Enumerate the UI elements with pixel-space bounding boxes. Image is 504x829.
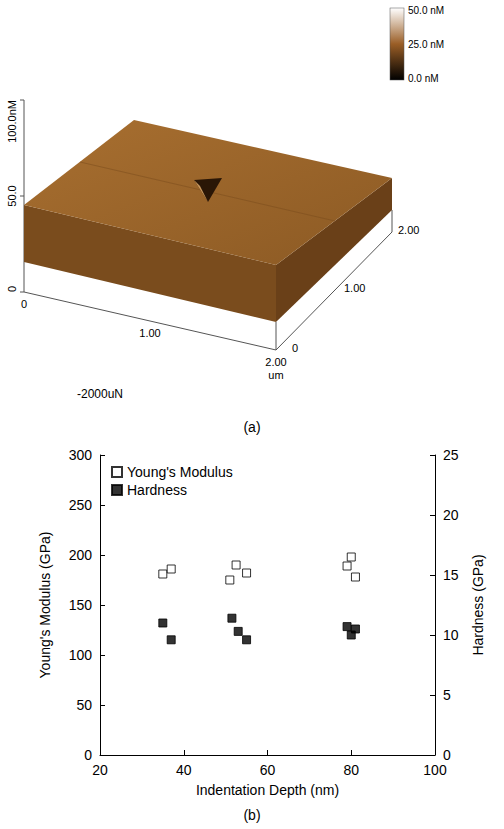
svg-text:10: 10 (443, 627, 459, 643)
svg-text:0: 0 (443, 747, 451, 763)
svg-text:100: 100 (423, 762, 447, 778)
svg-text:20: 20 (443, 507, 459, 523)
svg-text:Hardness: Hardness (127, 482, 187, 498)
svg-text:um: um (268, 369, 283, 381)
svg-text:Hardness (GPa): Hardness (GPa) (470, 554, 486, 655)
svg-text:0.0 nM: 0.0 nM (408, 73, 439, 84)
svg-text:0: 0 (6, 286, 18, 292)
svg-text:Young's Modulus: Young's Modulus (127, 464, 233, 480)
svg-text:(a): (a) (243, 419, 260, 435)
svg-text:60: 60 (260, 762, 276, 778)
svg-text:40: 40 (176, 762, 192, 778)
svg-text:50: 50 (76, 697, 92, 713)
svg-text:Indentation Depth (nm): Indentation Depth (nm) (196, 782, 339, 798)
svg-text:20: 20 (92, 762, 108, 778)
svg-text:50.0 nM: 50.0 nM (408, 5, 444, 16)
svg-text:50.0: 50.0 (6, 185, 18, 206)
svg-text:0: 0 (84, 747, 92, 763)
svg-text:(b): (b) (243, 807, 260, 823)
svg-text:100.0nM: 100.0nM (6, 100, 18, 143)
svg-text:150: 150 (69, 597, 93, 613)
svg-text:1.00: 1.00 (139, 327, 160, 339)
svg-text:2.00: 2.00 (265, 356, 286, 368)
svg-text:300: 300 (69, 447, 93, 463)
svg-text:5: 5 (443, 687, 451, 703)
svg-text:Young's Modulus (GPa): Young's Modulus (GPa) (37, 532, 53, 679)
svg-text:25.0 nM: 25.0 nM (408, 39, 444, 50)
svg-text:-2000uN: -2000uN (77, 387, 123, 401)
svg-text:250: 250 (69, 497, 93, 513)
svg-text:1.00: 1.00 (344, 282, 365, 294)
svg-text:100: 100 (69, 647, 93, 663)
svg-text:25: 25 (443, 447, 459, 463)
svg-text:200: 200 (69, 547, 93, 563)
svg-text:2.00: 2.00 (398, 224, 419, 236)
svg-text:15: 15 (443, 567, 459, 583)
svg-text:0: 0 (21, 298, 27, 310)
svg-text:80: 80 (343, 762, 359, 778)
svg-text:0: 0 (292, 342, 298, 354)
